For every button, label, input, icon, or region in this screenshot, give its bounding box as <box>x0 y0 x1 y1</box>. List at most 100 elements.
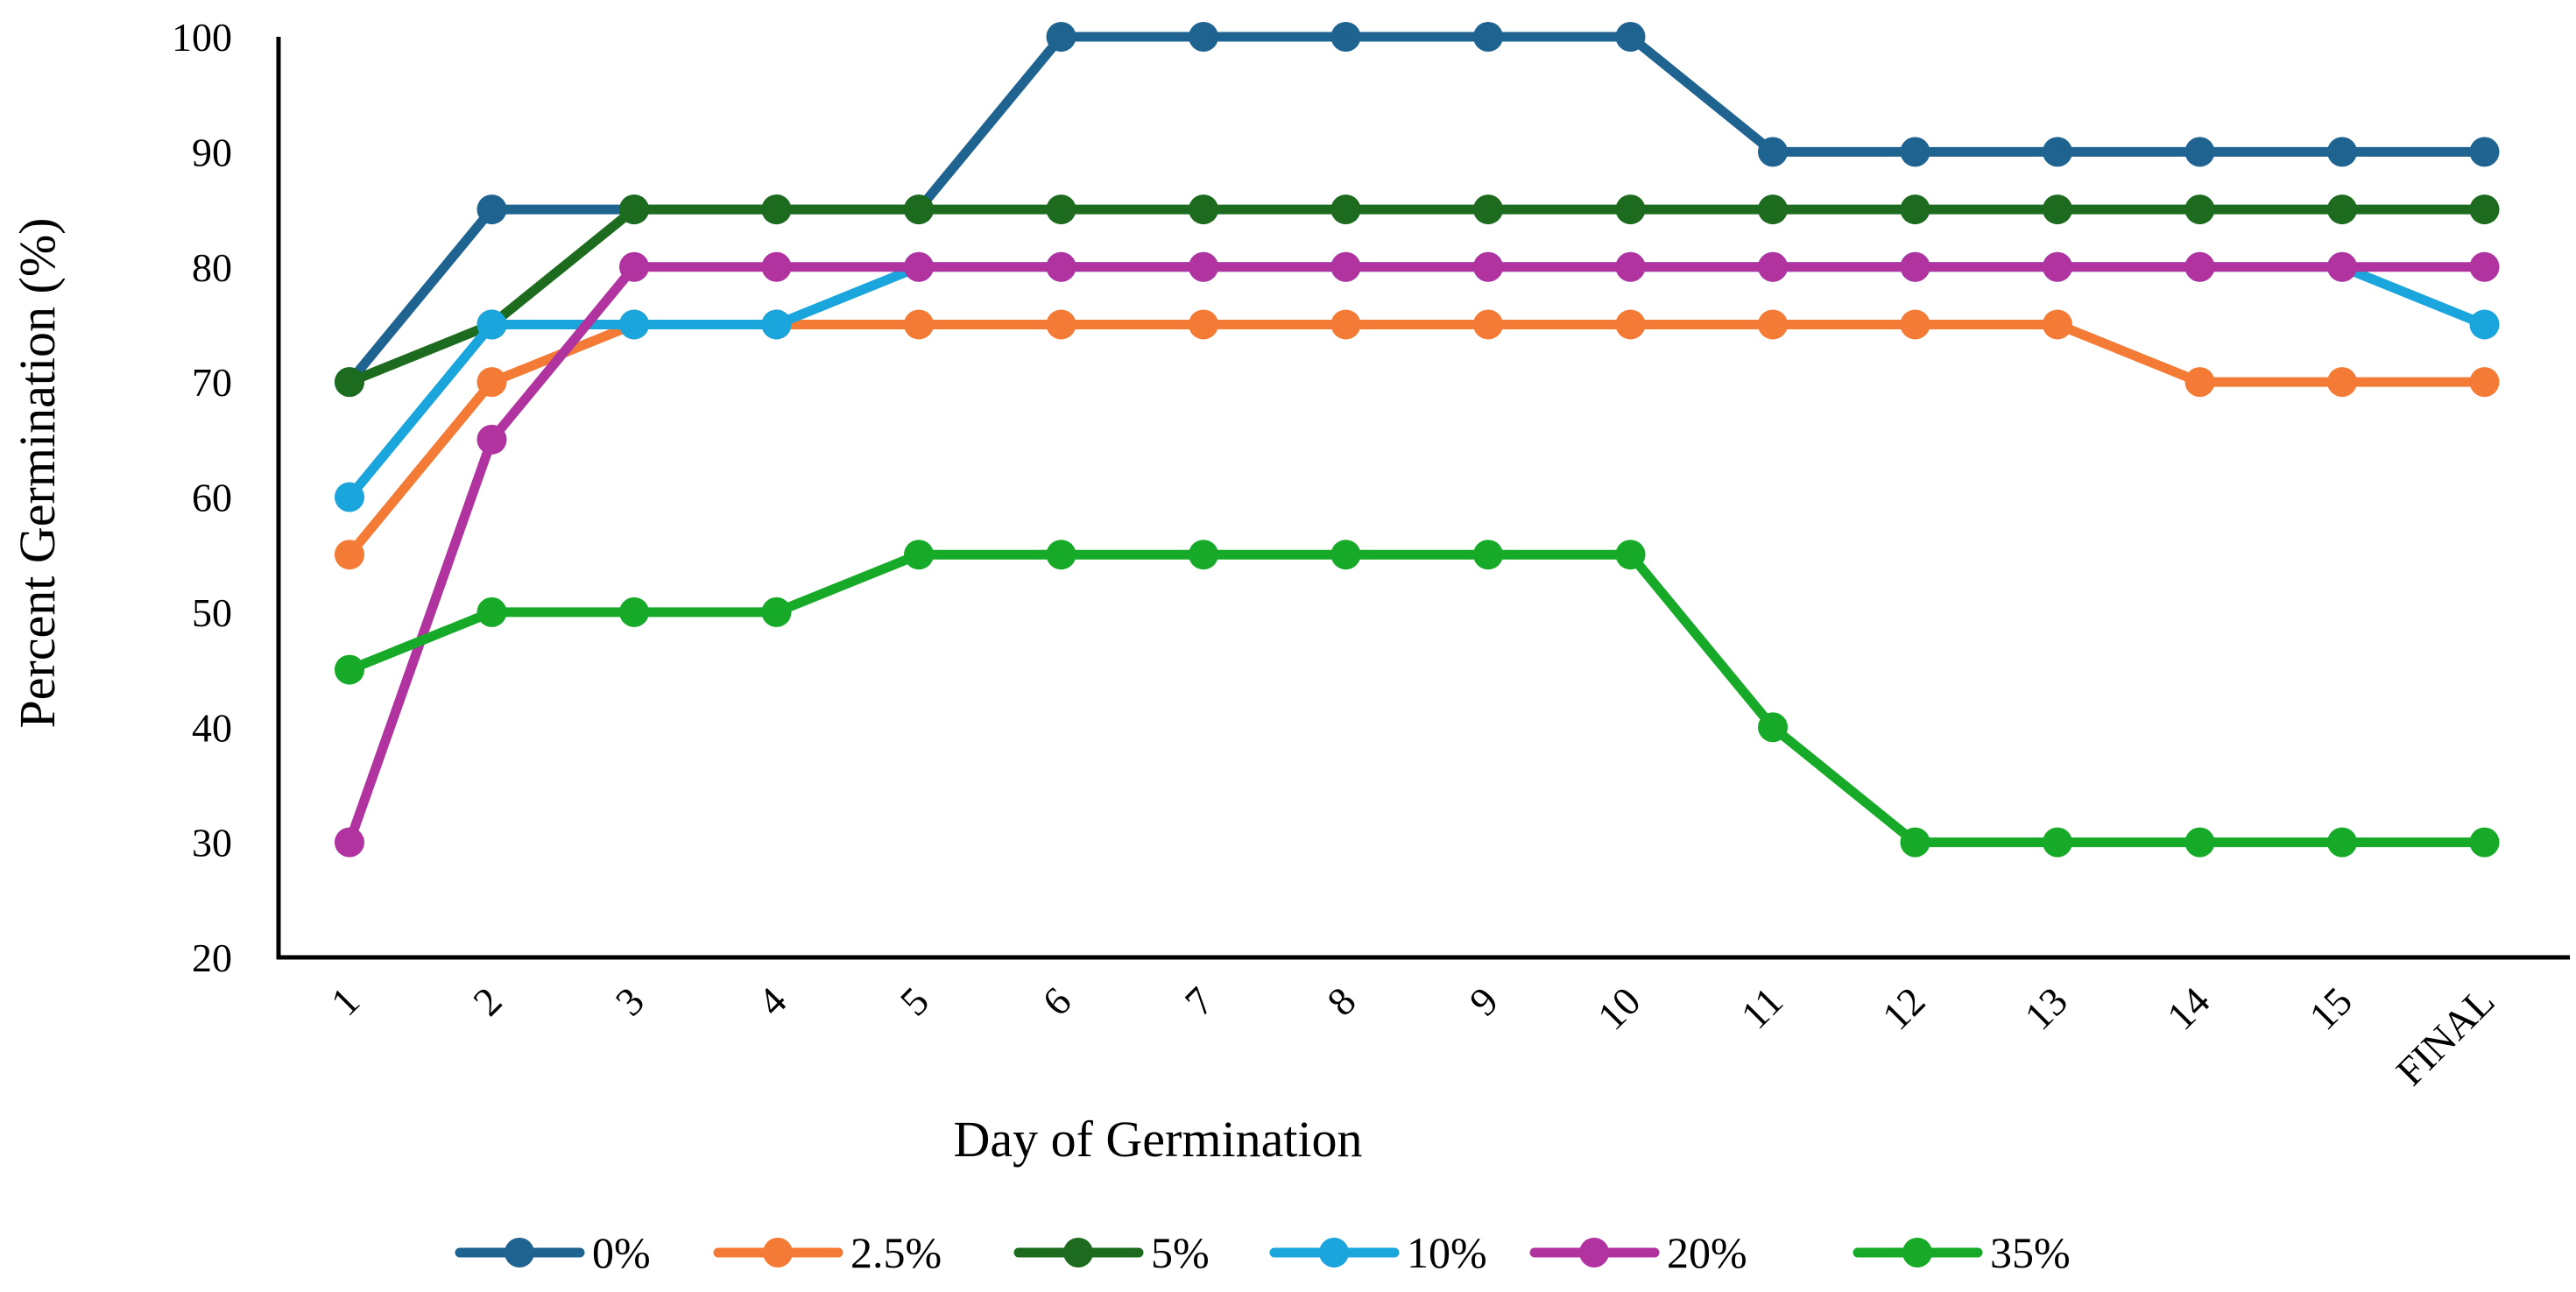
data-point <box>619 251 649 282</box>
series-10% <box>335 251 2500 512</box>
data-point <box>2184 251 2215 282</box>
data-point <box>1189 194 1218 225</box>
x-tick-label: 2 <box>464 978 510 1024</box>
data-point <box>2469 194 2500 225</box>
data-point <box>2327 827 2357 858</box>
legend-item: 35% <box>1853 1228 2071 1277</box>
data-point <box>1330 309 1361 340</box>
data-point <box>1046 251 1076 282</box>
data-point <box>1189 540 1218 570</box>
data-point <box>476 424 507 455</box>
x-tick-label: 8 <box>1318 978 1364 1024</box>
data-point <box>1330 194 1361 225</box>
data-point <box>2327 194 2357 225</box>
series-line <box>344 262 2489 848</box>
x-tick-label: 1 <box>322 978 368 1024</box>
x-tick-label: 4 <box>749 978 794 1024</box>
y-axis-title: Percent Germination (%) <box>9 217 66 728</box>
data-point <box>904 540 934 570</box>
data-point <box>1758 712 1788 743</box>
series-35% <box>335 540 2500 858</box>
legend-marker <box>763 1238 793 1267</box>
data-point <box>1473 251 1503 282</box>
data-point <box>619 194 649 225</box>
data-point <box>2184 194 2215 225</box>
data-point <box>476 597 507 627</box>
legend-label: 0% <box>592 1228 651 1277</box>
data-point <box>904 251 934 282</box>
x-tick-label: 12 <box>1874 978 1934 1039</box>
data-point <box>1046 194 1076 225</box>
y-tick-label: 30 <box>192 821 232 865</box>
y-tick-label: 80 <box>192 245 232 290</box>
data-point <box>761 251 792 282</box>
x-tick-label: FINAL <box>2388 978 2503 1094</box>
data-point <box>476 309 507 340</box>
data-point <box>1189 22 1218 52</box>
legend-marker <box>1579 1238 1609 1267</box>
legend-marker <box>505 1238 534 1267</box>
y-tick-label: 100 <box>172 15 232 60</box>
data-point <box>335 367 364 398</box>
y-tick-label: 40 <box>192 705 232 750</box>
data-point <box>904 194 934 225</box>
data-point <box>1330 251 1361 282</box>
x-tick-label: 6 <box>1034 978 1079 1024</box>
data-point <box>2184 137 2215 167</box>
x-tick-label: 7 <box>1176 978 1222 1024</box>
y-tick-label: 90 <box>192 130 232 174</box>
data-point <box>1473 194 1503 225</box>
x-tick-label: 10 <box>1589 978 1649 1039</box>
data-point <box>2469 367 2500 398</box>
x-tick-label: 15 <box>2300 978 2361 1039</box>
data-point <box>476 367 507 398</box>
data-point <box>761 309 792 340</box>
data-point <box>2469 309 2500 340</box>
data-point <box>1473 309 1503 340</box>
data-point <box>2469 137 2500 167</box>
data-point <box>619 597 649 627</box>
x-tick-label: 11 <box>1733 978 1791 1037</box>
data-point <box>476 194 507 225</box>
x-tick-label: 5 <box>892 978 937 1024</box>
data-point <box>2043 137 2072 167</box>
x-tick-label: 9 <box>1461 978 1507 1024</box>
data-point <box>1900 194 1930 225</box>
x-tick-labels: 1 2 3 4 5 6 7 8 9 10 11 12 13 14 15 FINAL <box>322 978 2503 1094</box>
data-point <box>335 482 364 512</box>
data-point <box>1473 540 1503 570</box>
y-tick-label: 70 <box>192 360 232 405</box>
legend-item: 2.5% <box>713 1228 942 1277</box>
data-point <box>335 540 364 570</box>
x-tick-label: 13 <box>2015 978 2076 1039</box>
x-axis-title: Day of Germination <box>953 1111 1362 1168</box>
data-point <box>1330 540 1361 570</box>
series-line <box>344 204 2489 387</box>
data-point <box>335 654 364 685</box>
data-point <box>1758 194 1788 225</box>
data-point <box>2469 251 2500 282</box>
series-2.5% <box>335 309 2500 570</box>
data-point <box>1046 22 1076 52</box>
data-point <box>1046 540 1076 570</box>
legend-item: 10% <box>1269 1228 1487 1277</box>
data-point <box>619 309 649 340</box>
data-point <box>761 194 792 225</box>
data-point <box>2043 309 2072 340</box>
legend-label: 2.5% <box>850 1228 942 1277</box>
legend: 0% 2.5% 5% 10% 20% 35% <box>455 1228 2071 1277</box>
data-point <box>2469 827 2500 858</box>
series-20% <box>335 251 2500 858</box>
legend-item: 20% <box>1529 1228 1747 1277</box>
data-point <box>1615 540 1646 570</box>
data-point <box>1615 194 1646 225</box>
data-point <box>2327 251 2357 282</box>
legend-item: 5% <box>1013 1228 1210 1277</box>
series-5% <box>335 194 2500 398</box>
data-point <box>1758 251 1788 282</box>
legend-item: 0% <box>455 1228 651 1277</box>
legend-marker <box>1063 1238 1093 1267</box>
data-point <box>1615 251 1646 282</box>
y-tick-labels: 20 30 40 50 60 70 80 90 100 <box>172 15 232 980</box>
